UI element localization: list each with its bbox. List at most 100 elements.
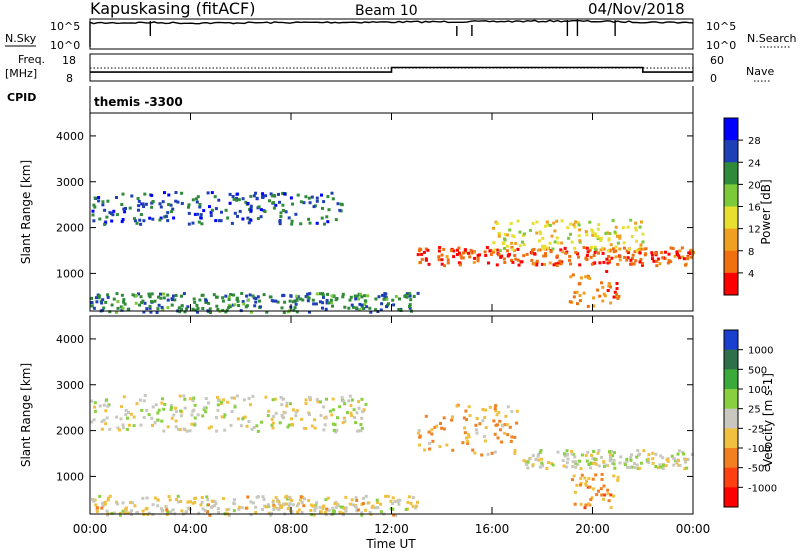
heatmap-cell xyxy=(140,408,144,412)
heatmap-cell xyxy=(308,201,312,205)
power-colorbar-label: Power [dB] xyxy=(759,179,773,244)
heatmap-cell xyxy=(573,490,577,494)
heatmap-cell xyxy=(633,250,637,254)
heatmap-cell xyxy=(183,406,187,410)
heatmap-cell xyxy=(195,303,199,307)
heatmap-cell xyxy=(271,421,275,425)
heatmap-cell xyxy=(244,200,248,204)
heatmap-cell xyxy=(540,461,544,465)
heatmap-cell xyxy=(354,421,358,425)
heatmap-cell xyxy=(249,500,253,504)
heatmap-cell xyxy=(576,302,579,306)
heatmap-cell xyxy=(555,254,559,258)
heatmap-cell xyxy=(291,503,295,507)
heatmap-cell xyxy=(193,403,197,407)
heatmap-cell xyxy=(552,263,556,267)
heatmap-cell xyxy=(97,294,101,298)
heatmap-cell xyxy=(522,243,526,247)
heatmap-cell xyxy=(578,282,582,286)
heatmap-cell xyxy=(103,502,107,506)
heatmap-cell xyxy=(124,507,128,511)
heatmap-cell xyxy=(274,299,278,303)
heatmap-cell xyxy=(221,308,225,312)
heatmap-cell xyxy=(391,507,395,511)
heatmap-cell xyxy=(231,303,235,307)
heatmap-cell xyxy=(280,306,284,310)
heatmap-cell xyxy=(288,502,292,506)
heatmap-cell xyxy=(465,418,468,422)
heatmap-cell xyxy=(282,416,286,420)
heatmap-cell xyxy=(151,217,155,221)
heatmap-cell xyxy=(246,495,250,499)
heatmap-cell xyxy=(667,259,671,263)
heatmap-cell xyxy=(209,210,213,214)
heatmap-cell xyxy=(666,261,670,265)
heatmap-cell xyxy=(323,222,326,226)
heatmap-cell xyxy=(548,223,552,227)
heatmap-cell xyxy=(186,500,190,504)
heatmap-cell xyxy=(191,307,195,311)
heatmap-cell xyxy=(575,483,579,487)
heatmap-cell xyxy=(588,248,592,252)
heatmap-cell xyxy=(627,247,631,251)
heatmap-cell xyxy=(592,296,595,300)
heatmap-cell xyxy=(120,220,124,224)
heatmap-cell xyxy=(121,306,125,310)
heatmap-cell xyxy=(322,504,326,508)
heatmap-cell xyxy=(638,466,642,470)
heatmap-cell xyxy=(599,236,603,240)
heatmap-cell xyxy=(209,425,213,429)
heatmap-cell xyxy=(676,452,680,456)
heatmap-cell xyxy=(170,303,174,307)
heatmap-cell xyxy=(629,218,633,222)
heatmap-cell xyxy=(462,416,466,420)
heatmap-cell xyxy=(241,417,245,421)
heatmap-cell xyxy=(561,459,565,462)
heatmap-cell xyxy=(360,295,364,299)
heatmap-cell xyxy=(437,255,441,259)
heatmap-cell xyxy=(219,400,223,404)
heatmap-cell xyxy=(602,460,606,464)
heatmap-cell xyxy=(521,240,524,244)
heatmap-cell xyxy=(174,406,178,410)
colorbar-swatch xyxy=(724,330,738,351)
heatmap-cell xyxy=(247,420,251,423)
heatmap-cell xyxy=(340,396,344,400)
heatmap-cell xyxy=(461,441,465,445)
heatmap-cell xyxy=(203,508,207,512)
heatmap-cell xyxy=(102,403,106,407)
heatmap-cell xyxy=(151,200,155,203)
heatmap-cell xyxy=(163,215,167,219)
heatmap-cell xyxy=(116,426,120,430)
heatmap-cell xyxy=(269,513,273,517)
heatmap-cell xyxy=(555,219,559,223)
heatmap-cell xyxy=(586,450,590,454)
heatmap-cell xyxy=(310,424,314,428)
heatmap-cell xyxy=(579,467,583,471)
heatmap-cell xyxy=(430,432,434,436)
heatmap-cell xyxy=(192,297,196,301)
heatmap-cell xyxy=(106,199,110,203)
heatmap-cell xyxy=(324,416,328,420)
heatmap-cell xyxy=(464,409,468,413)
colorbar-swatch xyxy=(724,369,738,390)
heatmap-cell xyxy=(386,494,390,498)
heatmap-cell xyxy=(616,297,620,300)
nsearch-tick-bottom: 10^0 xyxy=(706,39,736,52)
heatmap-cell xyxy=(562,452,566,456)
heatmap-cell xyxy=(380,302,384,306)
heatmap-cell xyxy=(115,500,118,504)
heatmap-cell xyxy=(278,421,282,425)
heatmap-cell xyxy=(505,244,509,248)
heatmap-cell xyxy=(287,423,291,427)
heatmap-cell xyxy=(327,208,331,212)
heatmap-cell xyxy=(176,494,180,498)
colorbar-swatch xyxy=(724,408,738,429)
heatmap-cell xyxy=(582,246,586,249)
heatmap-cell xyxy=(418,434,422,438)
heatmap-cell xyxy=(574,220,578,224)
heatmap-cell xyxy=(428,441,432,445)
heatmap-cell xyxy=(120,203,124,206)
heatmap-cell xyxy=(121,218,125,221)
heatmap-cell xyxy=(498,419,502,423)
